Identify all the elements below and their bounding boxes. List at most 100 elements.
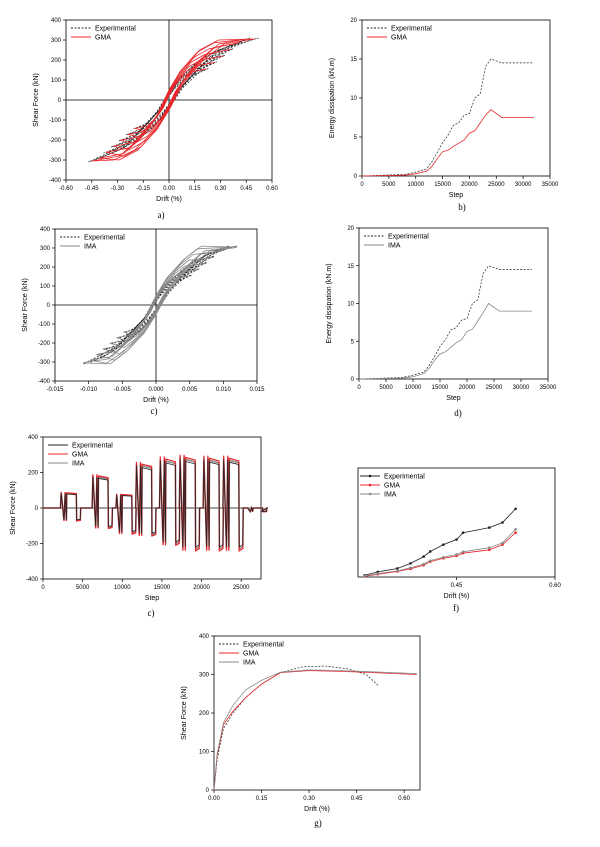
y-tick-label: 300 (51, 38, 62, 44)
series-line-ima (364, 529, 516, 577)
y-tick-label: 100 (199, 750, 210, 756)
plot-frame (361, 19, 551, 177)
y-tick-label: 100 (40, 284, 51, 290)
series-line-experimental (358, 265, 532, 380)
y-axis-label: Shear Force (kN) (22, 278, 29, 332)
figure-caption: a) (158, 210, 165, 220)
data-point (442, 543, 445, 546)
series-line-experimental (364, 508, 516, 576)
y-tick-label: 200 (28, 471, 39, 477)
x-tick-label: 0 (357, 385, 361, 391)
y-tick-label: 20 (347, 226, 354, 232)
series-line-ima (358, 302, 532, 380)
data-point (461, 550, 465, 554)
data-point (396, 567, 399, 570)
y-tick-label: -400 (26, 577, 39, 583)
y-tick-label: 400 (199, 634, 210, 640)
series-loop-experimental (116, 268, 200, 339)
legend-label: Experimental (95, 26, 136, 33)
x-axis-label: Drift (%) (444, 593, 470, 600)
data-point (409, 566, 412, 570)
x-tick-label: 0 (41, 585, 45, 591)
series-loop-ima (102, 256, 215, 355)
y-tick-label: -200 (26, 542, 39, 548)
y-axis-label: Shear Force (kN) (181, 686, 188, 740)
y-tick-label: -300 (38, 360, 51, 366)
data-point (428, 550, 432, 553)
data-point (488, 526, 491, 529)
plot-frame (358, 227, 549, 380)
x-axis-label: Drift (%) (304, 806, 330, 813)
x-tick-label: 25000 (486, 385, 503, 391)
y-tick-label: -100 (49, 118, 62, 124)
series-line-gma (364, 532, 516, 577)
y-axis-label: Energy dissipation (kN.m) (329, 58, 336, 138)
series-loop-gma (91, 38, 255, 162)
data-point (461, 531, 465, 535)
legend-label: Experimental (388, 234, 429, 241)
series-loop-experimental (123, 274, 192, 333)
x-tick-label: 0.00 (208, 796, 220, 802)
legend-label: IMA (388, 243, 401, 250)
x-tick-label: 0.30 (215, 186, 227, 192)
chart-c: -0.015 -0.010 -0.005 0.000 0.005 0.010 0.015 -4… (22, 227, 265, 416)
x-axis-label: Step (446, 395, 461, 402)
legend-marker (368, 492, 372, 496)
x-axis-label: Drift (%) (156, 196, 182, 203)
y-tick-label: -400 (38, 379, 51, 385)
data-point (514, 507, 517, 511)
y-axis-label: Shear Force (kN) (10, 481, 17, 535)
x-tick-label: 15000 (432, 385, 449, 391)
x-tick-label: 0.60 (266, 186, 278, 192)
y-tick-label: 200 (51, 58, 62, 64)
data-point (422, 555, 425, 558)
x-tick-label: -0.15 (136, 186, 150, 192)
x-axis-label: Step (145, 595, 160, 602)
legend-label: Experimental (384, 474, 425, 481)
x-axis-label: Step (449, 192, 464, 199)
x-tick-label: 0.60 (549, 583, 561, 589)
x-tick-label: 10000 (114, 585, 131, 591)
y-tick-label: 5 (354, 135, 358, 141)
series-loop-ima (115, 268, 200, 342)
chart-g: 0.00 0.15 0.30 0.45 0.60 0 100 200 300 400 Drift (… (181, 634, 421, 828)
x-tick-label: 0 (360, 182, 364, 188)
x-tick-label: -0.60 (59, 186, 73, 192)
x-tick-label: 0.015 (249, 387, 265, 393)
y-tick-label: 20 (350, 18, 357, 24)
x-axis-label: Drift (%) (143, 397, 169, 404)
y-tick-label: 100 (51, 78, 62, 84)
data-point (428, 559, 432, 562)
figure-caption: f) (453, 603, 459, 613)
series-loop-experimental (133, 68, 209, 130)
data-point (396, 569, 399, 573)
legend-label: GMA (391, 35, 407, 42)
legend-marker (368, 483, 372, 487)
legend-label: IMA (84, 244, 97, 251)
chart-e: 0 5000 10000 15000 20000 25000 -400 -200 0 200 400… (10, 435, 268, 618)
data-point (514, 531, 517, 535)
figure-caption: c) (151, 406, 158, 416)
chart-f: 0.45 0.60 Drift (%) f) Experimental GMA IMA (357, 467, 561, 613)
legend-marker (368, 474, 372, 478)
x-tick-label: 35000 (542, 182, 559, 188)
y-tick-label: 0 (35, 506, 39, 512)
figure-caption: d) (454, 408, 462, 418)
y-tick-label: 300 (40, 246, 51, 252)
x-tick-label: 5000 (379, 385, 393, 391)
y-tick-label: 15 (350, 57, 357, 63)
series-line-gma (361, 109, 534, 177)
legend-label: GMA (72, 452, 88, 459)
x-tick-label: 25000 (488, 182, 505, 188)
x-tick-label: 5000 (76, 585, 90, 591)
series-line-experimental (361, 58, 534, 177)
series-line-experimental (43, 458, 268, 548)
x-tick-label: 20000 (193, 585, 210, 591)
y-tick-label: 0 (47, 303, 51, 309)
y-tick-label: -200 (49, 138, 62, 144)
legend-label: Experimental (84, 235, 125, 242)
data-point (455, 538, 458, 541)
x-tick-label: 15000 (434, 182, 451, 188)
data-point (488, 546, 491, 550)
x-tick-label: 0.15 (189, 186, 201, 192)
